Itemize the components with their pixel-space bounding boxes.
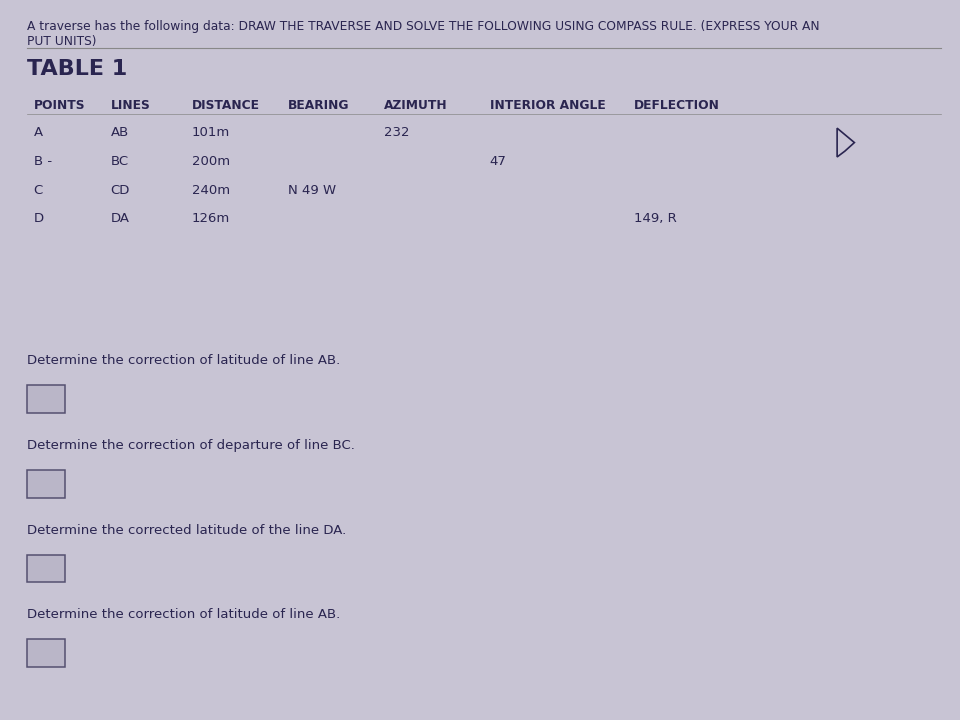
- Text: 200m: 200m: [192, 155, 230, 168]
- Text: DISTANCE: DISTANCE: [192, 99, 260, 112]
- Text: Determine the correction of latitude of line AB.: Determine the correction of latitude of …: [27, 354, 340, 367]
- Text: POINTS: POINTS: [34, 99, 85, 112]
- Text: 47: 47: [490, 155, 507, 168]
- Text: AZIMUTH: AZIMUTH: [384, 99, 447, 112]
- Text: BEARING: BEARING: [288, 99, 349, 112]
- Text: D: D: [34, 212, 44, 225]
- Text: Determine the corrected latitude of the line DA.: Determine the corrected latitude of the …: [27, 524, 347, 537]
- Text: 240m: 240m: [192, 184, 230, 197]
- Text: 149, R: 149, R: [634, 212, 677, 225]
- Text: 126m: 126m: [192, 212, 230, 225]
- Text: A traverse has the following data: DRAW THE TRAVERSE AND SOLVE THE FOLLOWING USI: A traverse has the following data: DRAW …: [27, 20, 820, 33]
- Text: DA: DA: [110, 212, 130, 225]
- Text: BC: BC: [110, 155, 129, 168]
- Bar: [27, 555, 65, 582]
- Text: AB: AB: [110, 126, 129, 139]
- Bar: [27, 385, 65, 413]
- Text: CD: CD: [110, 184, 130, 197]
- Text: Determine the correction of latitude of line AB.: Determine the correction of latitude of …: [27, 608, 340, 621]
- Text: C: C: [34, 184, 43, 197]
- Text: A: A: [34, 126, 43, 139]
- Text: PUT UNITS): PUT UNITS): [27, 35, 96, 48]
- Text: DEFLECTION: DEFLECTION: [634, 99, 719, 112]
- Text: INTERIOR ANGLE: INTERIOR ANGLE: [490, 99, 606, 112]
- Text: LINES: LINES: [110, 99, 150, 112]
- Text: 232: 232: [384, 126, 410, 139]
- Text: N 49 W: N 49 W: [288, 184, 336, 197]
- Bar: [27, 470, 65, 498]
- Text: TABLE 1: TABLE 1: [27, 59, 127, 79]
- Text: B -: B -: [34, 155, 52, 168]
- Bar: [27, 639, 65, 667]
- Text: Determine the correction of departure of line BC.: Determine the correction of departure of…: [27, 439, 355, 452]
- Text: 101m: 101m: [192, 126, 230, 139]
